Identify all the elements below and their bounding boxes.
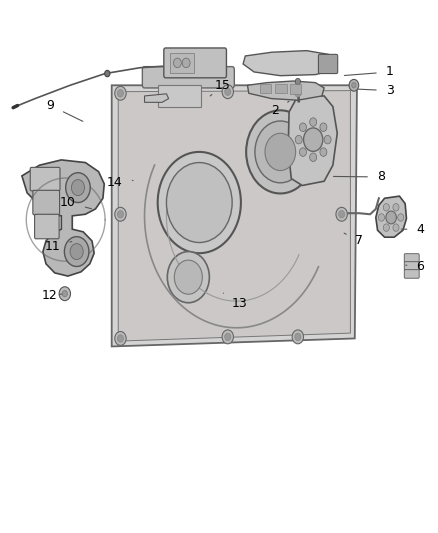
- Circle shape: [310, 153, 317, 161]
- FancyBboxPatch shape: [318, 54, 338, 74]
- Circle shape: [265, 133, 296, 171]
- Circle shape: [393, 204, 399, 211]
- Polygon shape: [112, 85, 357, 346]
- Text: 7: 7: [344, 233, 363, 247]
- Circle shape: [115, 332, 126, 345]
- Circle shape: [115, 207, 126, 221]
- Circle shape: [182, 58, 190, 68]
- Text: 10: 10: [60, 196, 92, 209]
- Polygon shape: [376, 196, 406, 237]
- Circle shape: [349, 79, 359, 91]
- Text: 15: 15: [210, 79, 230, 96]
- Text: 8: 8: [333, 171, 385, 183]
- Circle shape: [225, 333, 231, 341]
- Circle shape: [336, 207, 347, 221]
- Circle shape: [117, 90, 124, 97]
- Circle shape: [295, 135, 302, 144]
- Circle shape: [222, 330, 233, 344]
- FancyBboxPatch shape: [404, 262, 419, 270]
- Circle shape: [158, 152, 241, 253]
- Polygon shape: [247, 81, 324, 100]
- Circle shape: [310, 118, 317, 126]
- Polygon shape: [118, 91, 350, 341]
- Text: 6: 6: [406, 260, 424, 273]
- Text: 3: 3: [357, 84, 394, 97]
- Text: 14: 14: [107, 176, 133, 189]
- Circle shape: [166, 163, 232, 243]
- Circle shape: [295, 90, 301, 97]
- Text: 1: 1: [344, 66, 394, 78]
- Circle shape: [398, 214, 404, 221]
- Circle shape: [59, 287, 71, 301]
- Circle shape: [117, 335, 124, 342]
- FancyBboxPatch shape: [158, 85, 201, 107]
- Circle shape: [383, 204, 389, 211]
- Circle shape: [383, 224, 389, 231]
- Circle shape: [304, 128, 323, 151]
- Circle shape: [222, 85, 233, 99]
- Circle shape: [393, 224, 399, 231]
- Circle shape: [62, 290, 67, 297]
- Circle shape: [66, 173, 90, 203]
- Circle shape: [378, 214, 385, 221]
- Circle shape: [71, 180, 85, 196]
- FancyBboxPatch shape: [35, 214, 59, 239]
- FancyBboxPatch shape: [164, 48, 226, 78]
- Bar: [290, 84, 301, 94]
- Text: 11: 11: [45, 240, 72, 253]
- Circle shape: [339, 211, 345, 218]
- Polygon shape: [22, 160, 104, 276]
- FancyBboxPatch shape: [170, 53, 194, 73]
- Circle shape: [174, 260, 202, 294]
- Circle shape: [352, 83, 356, 88]
- FancyBboxPatch shape: [30, 167, 60, 191]
- Circle shape: [246, 110, 314, 193]
- Polygon shape: [288, 96, 337, 185]
- Circle shape: [295, 78, 300, 85]
- FancyBboxPatch shape: [404, 270, 419, 278]
- Circle shape: [320, 123, 327, 132]
- Text: 2: 2: [271, 101, 289, 117]
- Circle shape: [292, 86, 304, 100]
- Bar: [275, 84, 287, 93]
- Circle shape: [117, 211, 124, 218]
- Circle shape: [167, 252, 209, 303]
- Polygon shape: [145, 94, 169, 102]
- Circle shape: [225, 88, 231, 95]
- Circle shape: [115, 86, 126, 100]
- Text: 9: 9: [46, 99, 83, 122]
- Circle shape: [300, 148, 307, 156]
- Circle shape: [386, 211, 396, 224]
- Circle shape: [105, 70, 110, 77]
- Text: 13: 13: [223, 293, 248, 310]
- Polygon shape: [243, 51, 337, 76]
- FancyBboxPatch shape: [33, 190, 60, 215]
- Circle shape: [295, 333, 301, 341]
- Circle shape: [70, 244, 83, 260]
- Text: 12: 12: [41, 289, 62, 302]
- Text: 4: 4: [401, 223, 424, 236]
- Circle shape: [292, 330, 304, 344]
- Circle shape: [64, 237, 89, 266]
- Circle shape: [300, 123, 307, 132]
- FancyBboxPatch shape: [404, 254, 419, 262]
- Circle shape: [320, 148, 327, 156]
- Circle shape: [324, 135, 331, 144]
- Bar: [260, 84, 271, 93]
- FancyBboxPatch shape: [142, 67, 234, 88]
- Circle shape: [255, 121, 306, 183]
- Circle shape: [173, 58, 181, 68]
